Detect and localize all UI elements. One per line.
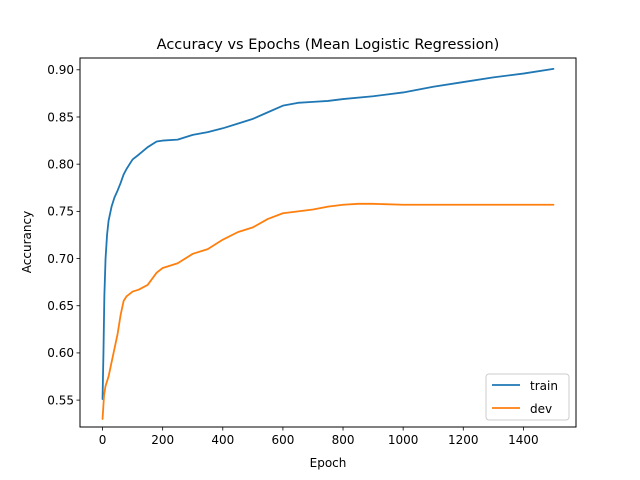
x-tick-label: 800 <box>332 433 355 447</box>
plot-area <box>80 58 576 427</box>
plot-frame <box>79 57 577 428</box>
y-tick-label: 0.70 <box>47 252 74 266</box>
x-tick-label: 1200 <box>448 433 479 447</box>
x-tick-label: 1000 <box>388 433 419 447</box>
y-tick-label: 0.60 <box>47 346 74 360</box>
x-tick-label: 600 <box>271 433 294 447</box>
y-tick-label: 0.75 <box>47 205 74 219</box>
y-tick-label: 0.85 <box>47 110 74 124</box>
y-axis-label: Accurancy <box>20 211 34 273</box>
x-tick-label: 0 <box>99 433 107 447</box>
x-tick-label: 400 <box>211 433 234 447</box>
chart-title: Accuracy vs Epochs (Mean Logistic Regres… <box>157 37 500 53</box>
y-tick-label: 0.90 <box>47 63 74 77</box>
x-tick-label: 200 <box>151 433 174 447</box>
series-line-train <box>101 67 555 401</box>
legend: train dev <box>485 373 570 421</box>
y-tick-label: 0.65 <box>47 299 74 313</box>
x-axis-label: Epoch <box>310 456 347 470</box>
legend-label-dev: dev <box>530 402 552 416</box>
y-tick-label: 0.55 <box>47 393 74 407</box>
x-tick-label: 1400 <box>508 433 539 447</box>
y-tick-label: 0.80 <box>47 157 74 171</box>
series-line-dev <box>101 202 555 420</box>
legend-label-train: train <box>530 379 558 393</box>
